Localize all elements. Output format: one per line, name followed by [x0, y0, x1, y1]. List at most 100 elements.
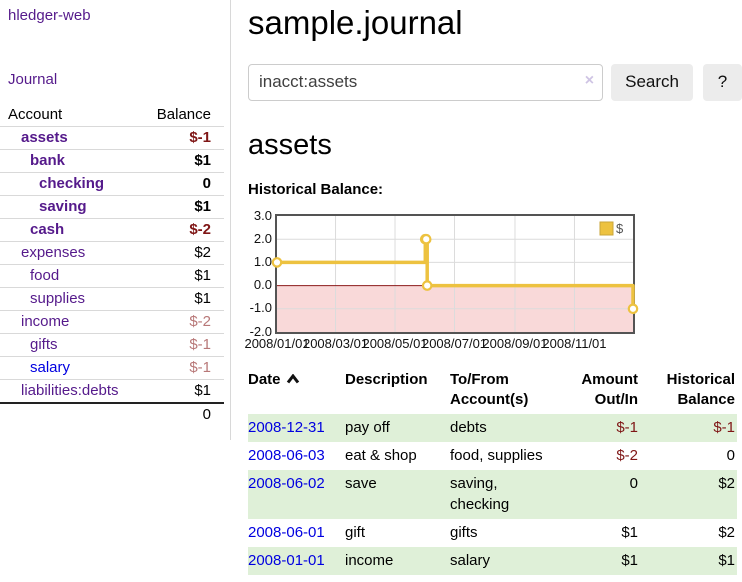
search-bar: × Search ?: [248, 63, 742, 101]
transaction-amount: $-2: [616, 447, 638, 465]
data-point-marker: [421, 279, 433, 291]
x-tick-label: 2008/01/01: [244, 335, 310, 351]
transaction-accounts: food, supplies: [450, 447, 543, 465]
accounts-total-balance: 0: [137, 402, 224, 426]
account-balance: $-2: [137, 310, 224, 334]
clear-search-icon[interactable]: ×: [584, 71, 595, 89]
accounts-tbody: assets $-1 bank $1 checking 0 saving $1 cash $-2 e…: [0, 126, 224, 403]
transaction-description: income: [345, 547, 450, 576]
transaction-accounts: gifts: [450, 524, 478, 542]
register-header-balance: Historical Balance: [666, 370, 735, 408]
account-name-cell: cash: [0, 218, 138, 242]
app-brand-link[interactable]: hledger-web: [8, 7, 91, 24]
account-row: income $-2: [0, 310, 224, 334]
data-point-marker: [271, 256, 283, 268]
help-button[interactable]: ?: [702, 63, 742, 101]
account-row: bank $1: [0, 149, 224, 173]
transaction-date-cell: 2008-06-02: [248, 470, 345, 520]
account-link[interactable]: liabilities:debts: [21, 382, 119, 399]
account-row: saving $1: [0, 195, 224, 219]
account-link[interactable]: gifts: [30, 336, 58, 353]
y-tick-label: -1.0: [249, 300, 272, 316]
page-title: sample.journal: [248, 4, 463, 41]
register-header-description: Description: [345, 370, 428, 388]
account-row: supplies $1: [0, 287, 224, 311]
search-button[interactable]: Search: [611, 63, 693, 101]
account-balance: $2: [137, 241, 224, 265]
transaction-accounts: salary: [450, 547, 560, 576]
legend-swatch: [599, 221, 614, 236]
account-balance: $-1: [137, 356, 224, 380]
search-input[interactable]: [248, 63, 604, 101]
account-balance: $-1: [137, 126, 224, 150]
transaction-date-cell: 2008-01-01: [248, 547, 345, 576]
chart-x-axis: 2008/01/01 2008/03/01 2008/05/01 2008/07/01…: [244, 335, 742, 352]
sidebar: hledger-web Journal Account Balance asse…: [0, 0, 231, 440]
transaction-date-link[interactable]: 2008-12-31: [248, 419, 325, 437]
y-tick-label: 0.0: [253, 277, 272, 293]
sidebar-item-journal[interactable]: Journal: [8, 71, 58, 88]
account-balance: 0: [137, 172, 224, 196]
transaction-date-link[interactable]: 2008-06-01: [248, 524, 325, 542]
chart-title: Historical Balance:: [248, 180, 384, 198]
transaction-accounts: saving, checking: [450, 470, 560, 520]
account-link[interactable]: assets: [21, 129, 68, 146]
accounts-header-row: Account Balance: [0, 104, 224, 127]
historical-balance-chart: 3.0 2.0 1.0 0.0 -1.0 -2.0 $ 2008/01/01 2008/03…: [244, 207, 742, 354]
transaction-row[interactable]: 2008-06-02 save saving, checking 0 $2: [248, 470, 737, 520]
transaction-row[interactable]: 2008-12-31 pay off debts $-1 $-1: [248, 414, 737, 443]
transaction-description: pay off: [345, 414, 450, 443]
transaction-date-cell: 2008-06-01: [248, 519, 345, 547]
account-balance: $-1: [137, 333, 224, 357]
transaction-date-link[interactable]: 2008-06-02: [248, 475, 325, 493]
account-link[interactable]: income: [21, 313, 70, 330]
legend-label: $: [616, 221, 624, 236]
search-field-wrap: ×: [248, 63, 604, 101]
transaction-row[interactable]: 2008-06-03 eat & shop food, supplies $-2 0: [248, 442, 737, 470]
account-balance: $-2: [137, 218, 224, 242]
transaction-row[interactable]: 2008-06-01 gift gifts $1 $2: [248, 519, 737, 547]
transaction-date-link[interactable]: 2008-01-01: [248, 552, 325, 570]
account-balance: $1: [137, 379, 224, 403]
account-name-cell: saving: [0, 195, 138, 219]
transaction-description: gift: [345, 524, 366, 542]
x-tick-label: 2008/07/01: [421, 335, 488, 351]
account-link[interactable]: saving: [39, 198, 87, 215]
account-balance: $1: [137, 287, 224, 311]
account-row: food $1: [0, 264, 224, 288]
account-link[interactable]: food: [30, 267, 60, 284]
y-tick-label: 3.0: [253, 207, 272, 223]
register-header-date-label: Date: [248, 370, 281, 388]
account-name-cell: food: [0, 264, 138, 288]
account-link[interactable]: expenses: [21, 244, 86, 261]
account-name-cell: supplies: [0, 287, 138, 311]
account-name-cell: checking: [0, 172, 138, 196]
y-tick-label: 1.0: [253, 254, 272, 270]
register-table: Date Description To/From Account(s) Amou…: [248, 368, 737, 576]
account-heading: assets: [248, 128, 332, 161]
accounts-total-row: 0: [0, 402, 224, 426]
transaction-date-link[interactable]: 2008-06-03: [248, 447, 325, 465]
accounts-header-account: Account: [8, 106, 63, 123]
account-link[interactable]: cash: [30, 221, 65, 238]
transaction-balance: $-1: [640, 414, 737, 443]
transaction-amount: $1: [621, 524, 638, 542]
register-header-date[interactable]: Date: [248, 368, 345, 415]
transaction-balance: $2: [640, 470, 737, 520]
account-balance: $1: [137, 264, 224, 288]
x-tick-label: 2008/11/01: [542, 335, 607, 351]
account-link[interactable]: supplies: [30, 290, 86, 307]
account-link[interactable]: bank: [30, 152, 66, 169]
transaction-balance: $1: [640, 547, 737, 576]
account-link[interactable]: checking: [39, 175, 105, 192]
transaction-row[interactable]: 2008-01-01 income salary $1 $1: [248, 547, 737, 576]
transaction-description: save: [345, 470, 450, 520]
accounts-total-spacer: [0, 402, 138, 426]
transaction-balance: $2: [718, 524, 735, 542]
account-row: liabilities:debts $1: [0, 379, 224, 403]
account-link[interactable]: salary: [30, 359, 71, 376]
data-point-marker: [627, 303, 639, 314]
accounts-table: Account Balance assets $-1 bank $1 checking 0…: [0, 104, 224, 426]
balance-chart-svg: $: [271, 215, 639, 332]
transaction-description: eat & shop: [345, 447, 417, 465]
